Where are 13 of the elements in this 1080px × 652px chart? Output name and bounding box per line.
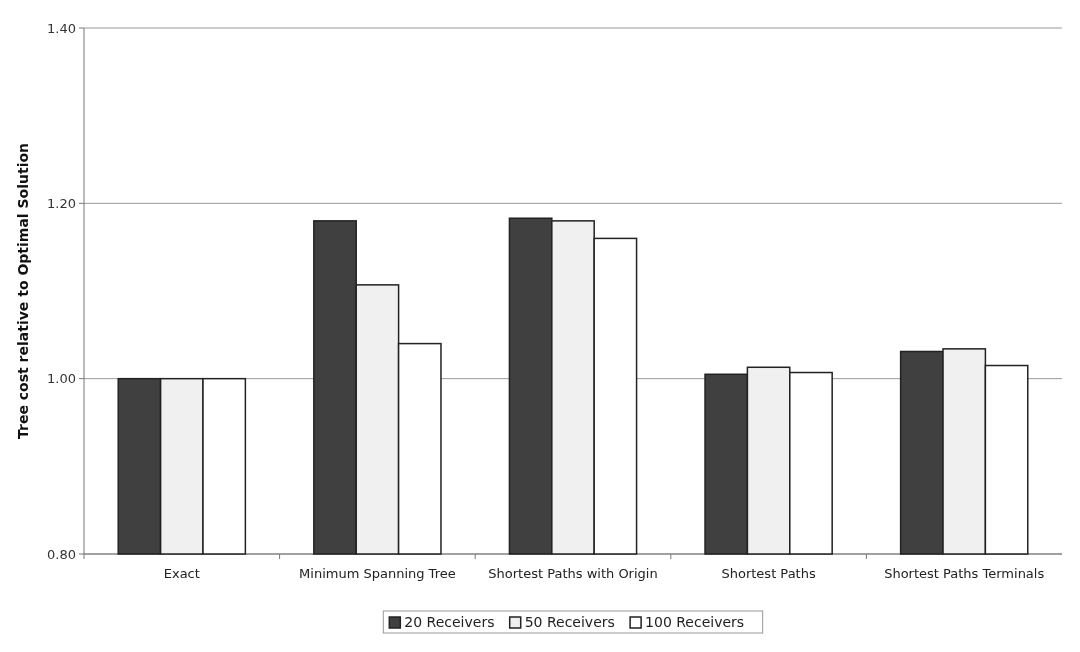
legend-label: 100 Receivers [645, 613, 745, 630]
y-axis-title: Tree cost relative to Optimal Solution [15, 142, 31, 440]
x-tick-label: Minimum Spanning Tree [299, 566, 456, 581]
legend-label: 50 Receivers [524, 613, 615, 630]
legend-label: 20 Receivers [404, 613, 495, 630]
y-tick-label: 1.00 [47, 371, 76, 387]
y-tick-label: 1.20 [47, 195, 76, 211]
y-tick-label: 0.80 [47, 546, 76, 562]
y-tick-label: 1.40 [47, 20, 76, 36]
x-tick-label: Shortest Paths with Origin [488, 566, 658, 581]
x-tick-label: Exact [163, 566, 200, 581]
x-tick-label: Shortest Paths [721, 566, 816, 581]
x-tick-label: Shortest Paths Terminals [884, 566, 1045, 581]
